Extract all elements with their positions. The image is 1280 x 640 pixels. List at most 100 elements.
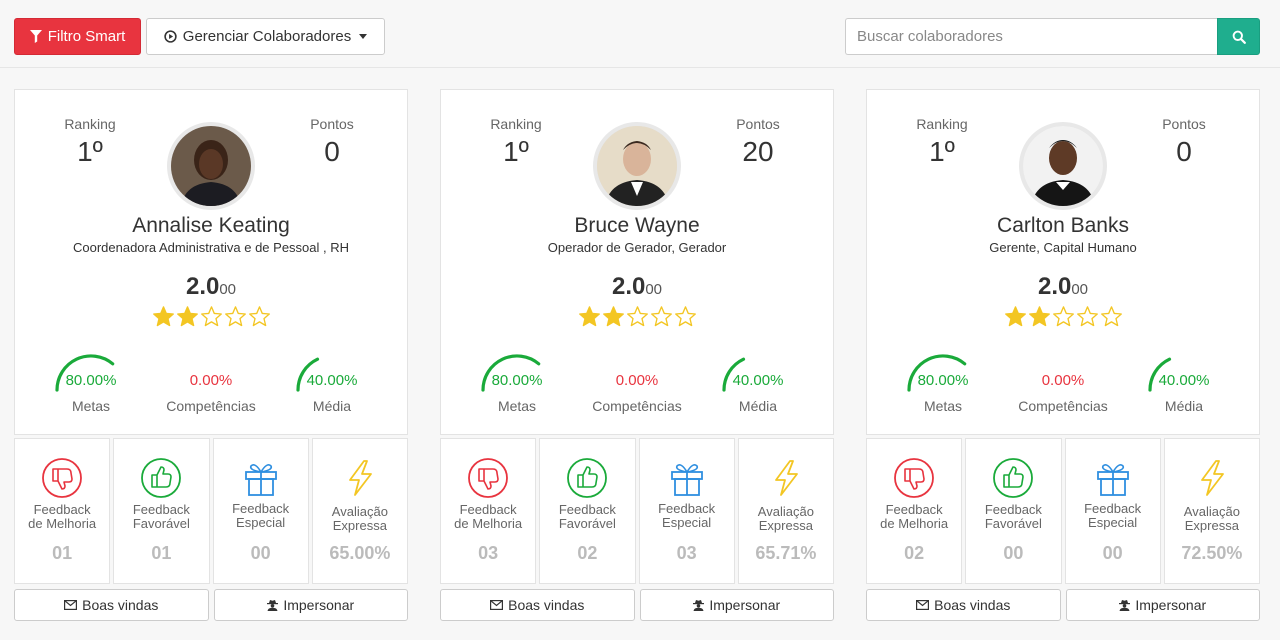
star-empty-icon (1052, 306, 1074, 327)
feedback-improvement-label: Feedback de Melhoria (28, 502, 97, 531)
average-gauge-chart (296, 357, 320, 392)
welcome-label: Boas vindas (934, 597, 1011, 613)
star-empty-icon (248, 306, 270, 327)
average-label: Média (738, 398, 778, 414)
collaborator-column: Ranking 1º Pontos 20 Bruce Wayne Operado… (440, 89, 834, 622)
feedback-special-count: 00 (250, 543, 271, 563)
thumbs-down-icon (42, 458, 83, 498)
collaborator-name: Bruce Wayne (574, 214, 700, 237)
avatar-image (1023, 126, 1103, 206)
goals-gauge: 80.00% Metas (893, 340, 993, 420)
gauge-arc (296, 357, 320, 392)
feedback-improvement-count: 02 (904, 543, 925, 563)
competencies-percentage: 0.00% (189, 372, 233, 389)
average-gauge: 40.00% Média (708, 340, 808, 420)
feedback-improvement-label: Feedback de Melhoria (454, 502, 523, 531)
star-filled-icon (176, 306, 198, 327)
feedback-improvement-tile[interactable]: Feedback de Melhoria 03 (440, 438, 537, 584)
gauge-arc (1148, 357, 1172, 392)
star-filled-icon (1028, 306, 1050, 327)
lightning-icon (1200, 460, 1224, 496)
average-percentage: 40.00% (732, 372, 784, 389)
impersonate-button[interactable]: Impersonar (1065, 589, 1260, 621)
feedback-special-tile[interactable]: Feedback Especial 00 (212, 438, 309, 584)
star-rating (867, 305, 1259, 328)
feedback-tiles: Feedback de Melhoria 01 Feedback Favoráv… (14, 438, 408, 584)
avatar-image (597, 126, 677, 206)
welcome-button[interactable]: Boas vindas (440, 589, 635, 621)
star-empty-icon (1100, 306, 1122, 327)
average-label: Média (312, 398, 352, 414)
collaborator-role: Operador de Gerador, Gerador (547, 240, 727, 255)
score-decimals: 00 (219, 281, 237, 298)
smart-filter-button[interactable]: Filtro Smart (14, 18, 141, 55)
score: 2.000 (441, 273, 833, 301)
avatar[interactable] (1019, 122, 1107, 210)
points-value: 20 (742, 136, 774, 167)
impersonate-button[interactable]: Impersonar (213, 589, 408, 621)
express-evaluation-tile[interactable]: Avaliação Expressa 65.71% (737, 438, 834, 584)
goals-percentage: 80.00% (491, 372, 543, 389)
impersonate-label: Impersonar (1135, 597, 1207, 613)
manage-collaborators-dropdown[interactable]: Gerenciar Colaboradores (146, 18, 385, 55)
feedback-favorable-count: 01 (151, 543, 172, 563)
competencies-gauge: 0.00% Competências (1013, 340, 1113, 420)
ranking-label: Ranking (64, 116, 116, 132)
user-secret-icon (693, 600, 705, 611)
ranking-label: Ranking (490, 116, 542, 132)
goals-gauge: 80.00% Metas (467, 340, 567, 420)
feedback-special-count: 00 (1102, 543, 1123, 563)
star-empty-icon (626, 306, 648, 327)
express-evaluation-tile[interactable]: Avaliação Expressa 72.50% (1163, 438, 1260, 584)
goals-gauge: 80.00% Metas (41, 340, 141, 420)
feedback-favorable-tile[interactable]: Feedback Favorável 02 (539, 438, 636, 584)
search-button[interactable] (1217, 18, 1260, 55)
search-input[interactable] (845, 18, 1218, 55)
gauge-arc (722, 357, 746, 392)
impersonate-label: Impersonar (283, 597, 355, 613)
impersonate-button[interactable]: Impersonar (639, 589, 834, 621)
collaborator-role: Coordenadora Administrativa e de Pessoal… (72, 240, 350, 255)
feedback-improvement-tile[interactable]: Feedback de Melhoria 01 (14, 438, 111, 584)
competencies-label: Competências (1018, 398, 1108, 414)
collaborator-name: Carlton Banks (997, 214, 1129, 237)
star-empty-icon (200, 306, 222, 327)
ranking-label: Ranking (916, 116, 968, 132)
goals-label: Metas (71, 398, 111, 414)
feedback-special-tile[interactable]: Feedback Especial 00 (1064, 438, 1161, 584)
thumbs-up-icon (993, 458, 1034, 498)
card-actions: Boas vindas Impersonar (440, 589, 834, 621)
star-filled-icon (578, 306, 600, 327)
express-evaluation-value: 65.71% (755, 543, 817, 563)
collaborator-card: Ranking 1º Pontos 0 Carlton Banks Gerent… (866, 89, 1260, 435)
feedback-improvement-tile[interactable]: Feedback de Melhoria 02 (866, 438, 963, 584)
feedback-special-label: Feedback Especial (1084, 501, 1142, 530)
gauge-arc (907, 354, 967, 392)
feedback-special-tile[interactable]: Feedback Especial 03 (638, 438, 735, 584)
thumbs-up-icon (567, 458, 608, 498)
feedback-favorable-count: 02 (577, 543, 598, 563)
star-rating (15, 305, 407, 328)
avatar[interactable] (167, 122, 255, 210)
feedback-favorable-tile[interactable]: Feedback Favorável 01 (113, 438, 210, 584)
ranking-value: 1º (503, 136, 529, 167)
welcome-button[interactable]: Boas vindas (14, 589, 209, 621)
points-value: 0 (1176, 136, 1192, 167)
envelope-icon (64, 600, 78, 610)
express-evaluation-value: 72.50% (1181, 543, 1243, 563)
star-rating (441, 305, 833, 328)
average-gauge-chart (1148, 357, 1172, 392)
avatar[interactable] (593, 122, 681, 210)
goals-label: Metas (497, 398, 537, 414)
collaborator-column: Ranking 1º Pontos 0 Annalise Keating Coo… (14, 89, 408, 622)
competencies-gauge-chart (161, 340, 261, 400)
feedback-improvement-count: 03 (478, 543, 499, 563)
feedback-favorable-tile[interactable]: Feedback Favorável 00 (965, 438, 1062, 584)
gauge-arc (55, 354, 115, 392)
feedback-tiles: Feedback de Melhoria 03 Feedback Favoráv… (440, 438, 834, 584)
points-label: Pontos (310, 116, 354, 132)
welcome-button[interactable]: Boas vindas (866, 589, 1061, 621)
express-evaluation-tile[interactable]: Avaliação Expressa 65.00% (311, 438, 408, 584)
feedback-improvement-count: 01 (52, 543, 73, 563)
feedback-improvement-label: Feedback de Melhoria (880, 502, 949, 531)
